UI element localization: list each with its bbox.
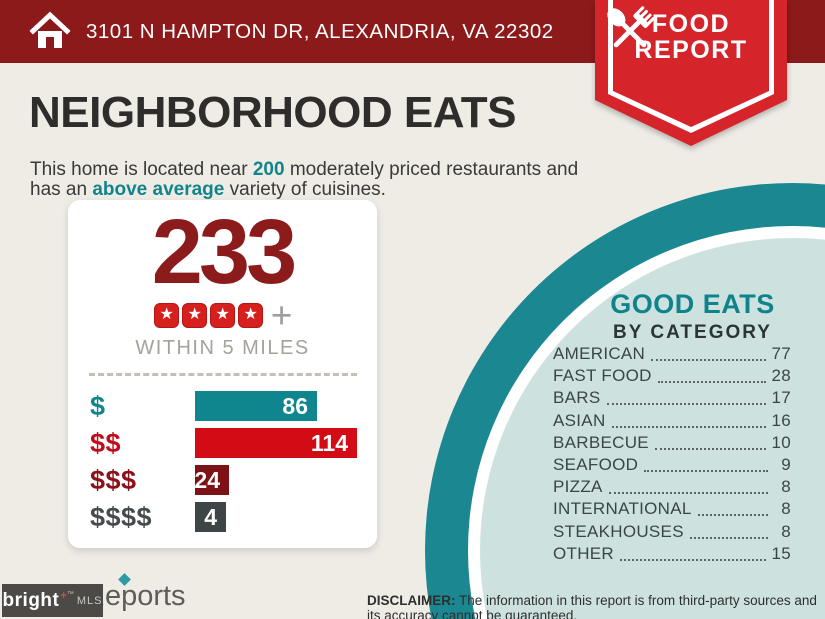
badge-title: FOOD REPORT xyxy=(595,11,787,63)
price-tier-label: $$$ xyxy=(90,464,137,495)
intro-seg3: has an xyxy=(30,178,93,200)
page-title: NEIGHBORHOOD EATS xyxy=(29,88,516,137)
category-row: OTHER 15 xyxy=(553,543,791,564)
category-row: SEAFOOD 9 xyxy=(553,454,791,475)
restaurant-stats-card: 233 ★ ★ ★ ★ + WITHIN 5 MILES $ 86 $$ 114 $$… xyxy=(68,200,377,548)
bar-value: 24 xyxy=(194,466,220,493)
category-label: SEAFOOD xyxy=(553,454,639,474)
ribbon-shape xyxy=(595,0,787,146)
price-tier-chart: $ 86 $$ 114 $$$ 24 $$$$ 4 xyxy=(68,376,377,532)
category-label: PIZZA xyxy=(553,477,603,497)
home-icon xyxy=(29,11,71,48)
price-tier-row: $ 86 xyxy=(90,391,377,421)
dotted-leader xyxy=(651,359,767,361)
category-list: AMERICAN 77 FAST FOOD 28 BARS 17 ASIAN 16 BA… xyxy=(553,344,791,569)
price-tier-bar: 24 xyxy=(194,465,229,495)
price-tier-row: $$ 114 xyxy=(90,428,377,458)
logo-mls-text: MLS xyxy=(76,594,103,607)
price-tier-row: $$$$ 4 xyxy=(90,502,377,532)
good-eats-header: GOOD EATS BY CATEGORY xyxy=(545,289,825,344)
dashed-divider xyxy=(89,373,357,376)
good-eats-title: GOOD EATS xyxy=(610,289,775,319)
star-icon: ★ xyxy=(210,302,236,328)
logo-trademark: ™ xyxy=(66,591,74,598)
star-icon: ★ xyxy=(154,302,180,328)
bar-value: 86 xyxy=(282,392,308,419)
star-rating: ★ ★ ★ ★ xyxy=(153,302,265,328)
category-value: 8 xyxy=(781,477,791,497)
category-label: STEAKHOUSES xyxy=(553,521,684,541)
category-value: 17 xyxy=(771,388,791,408)
price-tier-bar: 86 xyxy=(195,391,317,421)
dotted-leader xyxy=(608,492,768,495)
category-label: FAST FOOD xyxy=(553,366,652,386)
price-tier-row: $$$ 24 xyxy=(90,465,377,495)
price-tier-label: $$ xyxy=(90,427,122,458)
radius-label: WITHIN 5 MILES xyxy=(135,337,310,359)
category-row: BARBECUE 10 xyxy=(553,432,791,453)
bright-mls-logo: bright + ™ MLS xyxy=(2,584,103,617)
star-icon: ★ xyxy=(182,302,208,328)
dotted-leader xyxy=(654,447,767,450)
category-row: AMERICAN 77 xyxy=(553,344,791,364)
price-tier-label: $$$$ xyxy=(90,501,153,532)
intro-seg2: moderately priced restaurants and xyxy=(284,159,579,180)
bar-value: 114 xyxy=(310,429,348,456)
intro-seg1: This home is located near xyxy=(30,159,253,180)
category-value: 8 xyxy=(781,521,791,541)
star-icon: ★ xyxy=(238,302,264,328)
category-label: BARBECUE xyxy=(553,432,649,452)
variety-highlight: above average xyxy=(92,178,225,200)
category-row: BARS 17 xyxy=(553,388,791,408)
category-value: 28 xyxy=(771,366,791,386)
property-address: 3101 N HAMPTON DR, ALEXANDRIA, VA 22302 xyxy=(86,20,554,43)
category-value: 8 xyxy=(781,499,791,519)
good-eats-subtitle: BY CATEGORY xyxy=(613,322,772,343)
price-tier-bar: 114 xyxy=(195,428,357,458)
price-tier-bar: 4 xyxy=(195,502,226,532)
dotted-leader xyxy=(657,381,767,384)
restaurant-count: 200 xyxy=(252,159,285,180)
category-row: FAST FOOD 28 xyxy=(553,366,791,386)
total-restaurant-count: 233 xyxy=(151,201,298,303)
category-label: ASIAN xyxy=(553,410,606,430)
disclaimer-text: DISCLAIMER: The information in this repo… xyxy=(367,592,817,619)
dotted-leader xyxy=(606,403,767,406)
logo-bright-text: bright xyxy=(2,589,60,611)
category-value: 10 xyxy=(771,432,791,452)
category-row: INTERNATIONAL 8 xyxy=(553,499,791,519)
category-row: ASIAN 16 xyxy=(553,410,791,431)
dotted-leader xyxy=(689,536,768,539)
food-report-badge: FOOD REPORT xyxy=(595,0,787,146)
badge-line2: REPORT xyxy=(634,36,748,64)
category-value: 9 xyxy=(781,454,791,474)
plus-icon: + xyxy=(270,294,293,336)
price-tier-label: $ xyxy=(90,390,106,421)
dotted-leader xyxy=(611,425,767,428)
dotted-leader xyxy=(697,514,768,517)
dotted-leader xyxy=(644,469,768,472)
dotted-leader xyxy=(620,558,767,561)
category-label: INTERNATIONAL xyxy=(553,499,692,519)
category-value: 15 xyxy=(771,543,791,563)
category-label: AMERICAN xyxy=(553,344,646,363)
bar-value: 4 xyxy=(204,503,217,530)
badge-line1: FOOD xyxy=(651,10,731,38)
category-value: 16 xyxy=(771,410,791,430)
disclaimer-label: DISCLAIMER: xyxy=(367,592,456,608)
category-label: BARS xyxy=(553,388,601,408)
crossed-spoon-fork-icon xyxy=(607,6,656,48)
rating-row: ★ ★ ★ ★ + xyxy=(68,294,377,336)
intro-text: This home is located near 200 moderately… xyxy=(30,160,615,200)
intro-seg4: variety of cuisines. xyxy=(224,178,386,200)
category-row: STEAKHOUSES 8 xyxy=(553,521,791,542)
category-row: PIZZA 8 xyxy=(553,477,791,497)
category-label: OTHER xyxy=(553,543,614,563)
category-value: 77 xyxy=(771,344,791,363)
logo-plus-icon: + xyxy=(60,589,67,602)
